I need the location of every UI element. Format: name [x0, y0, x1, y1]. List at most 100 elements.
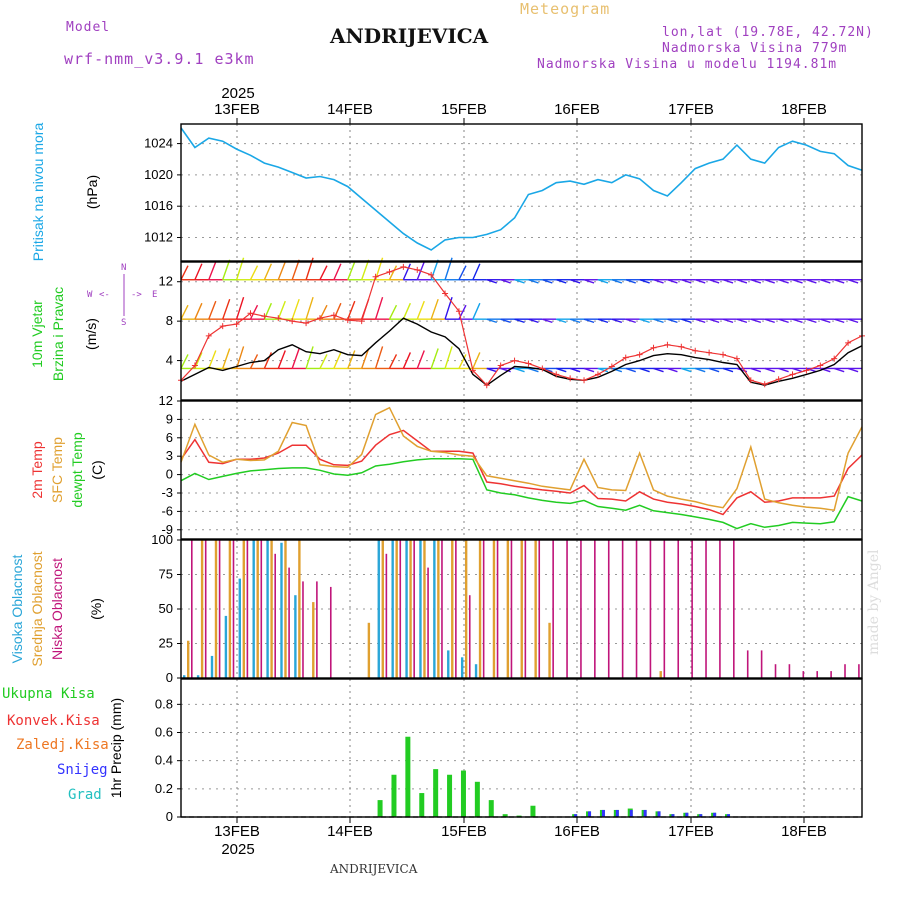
cloud-high-bar — [210, 655, 214, 678]
precip-legend-item: Zaledj.Kisa — [16, 737, 109, 753]
chart-subtitle: Meteogram — [520, 0, 611, 18]
pressure-line — [180, 127, 863, 251]
cloud-high-bar — [280, 542, 283, 678]
wind-gust-marker — [553, 371, 560, 378]
y-tick-label: 100 — [151, 532, 173, 547]
cloud-high-bar — [419, 540, 422, 678]
cloud-mid-bar — [242, 540, 245, 678]
model-elevation: Nadmorska Visina u modelu 1194.81m — [537, 57, 838, 72]
day-label-bottom: 18FEB — [781, 823, 827, 840]
wind-gust-marker — [400, 263, 407, 270]
wind-barb — [208, 300, 217, 320]
year-label-bottom: 2025 — [221, 841, 254, 858]
day-label-bottom: 15FEB — [441, 823, 487, 840]
precip-snow-bar — [615, 809, 619, 817]
compass-north: N — [121, 263, 126, 273]
wind-barb — [291, 298, 300, 320]
cloud-low-bar — [705, 540, 707, 678]
cloud-high-bar — [391, 540, 394, 678]
panel-frame-temperature — [180, 400, 863, 540]
cloud-low-bar — [274, 553, 276, 678]
precip-snow-bar — [699, 814, 703, 817]
precip-snow-bar — [643, 809, 647, 817]
wind-barb — [319, 354, 328, 369]
wind-gust-marker — [845, 339, 852, 346]
wind-barb — [305, 346, 314, 369]
cloud-high-bar — [183, 675, 186, 678]
precip-snow-bar — [588, 811, 592, 817]
wind-gust-marker — [678, 343, 685, 350]
cloud-low-bar — [468, 595, 471, 678]
panel-frame-pressure — [180, 123, 863, 262]
wind-barb — [388, 265, 398, 281]
cloud-low-bar — [677, 540, 680, 678]
wind-gust-marker — [330, 312, 337, 319]
cloud-low-bar — [385, 553, 388, 678]
cloud-mid-bar — [506, 540, 510, 678]
wind-gust-marker — [775, 376, 782, 383]
precip-total-bar — [405, 736, 411, 817]
wind-barb — [222, 348, 231, 369]
day-label-top: 15FEB — [441, 101, 487, 118]
precip-total-bar — [474, 781, 480, 817]
cloud-low-bar — [246, 540, 249, 678]
wind-gust-marker — [386, 268, 393, 275]
cloud-mid-bar — [298, 540, 301, 678]
y-tick-label: 8 — [166, 313, 173, 328]
cloud-low-bar — [510, 540, 513, 678]
panel-frame-wind — [180, 261, 863, 401]
cloud-mid-bar — [312, 602, 315, 678]
temp-ylabel-dew: dewpt Temp — [69, 432, 85, 507]
y-tick-label: 1016 — [144, 198, 173, 213]
wind-barb — [263, 263, 273, 281]
wind-gust-marker — [594, 371, 601, 378]
cloud-mid-bar — [381, 540, 384, 678]
wind-barb — [458, 354, 467, 369]
cloud-low-bar — [329, 586, 332, 678]
wind-gust-marker — [303, 320, 310, 327]
cloud-ylabel-high: Visoka Oblacnost — [9, 555, 25, 664]
y-tick-label: -9 — [161, 522, 173, 537]
wind-gust-marker — [414, 266, 421, 273]
cloud-mid-bar — [270, 540, 273, 678]
cloud-mid-bar — [284, 540, 287, 678]
wind-barb — [249, 265, 259, 281]
chart-title: ANDRIJEVICA — [330, 24, 489, 48]
day-label-bottom: 14FEB — [327, 823, 373, 840]
dewpoint-line — [180, 457, 863, 530]
wind-barb — [430, 348, 439, 369]
cloud-low-bar — [844, 664, 846, 678]
precip-legend-item: Ukupna Kisa — [2, 686, 95, 702]
wind-barb — [194, 302, 203, 320]
cloud-mid-bar — [520, 540, 523, 678]
cloud-low-bar — [288, 567, 290, 678]
wind-gust-marker — [650, 344, 657, 351]
wind-barb — [374, 296, 384, 320]
compass-south: S — [121, 318, 126, 328]
wind-barb — [291, 259, 300, 280]
precip-snow-bar — [685, 812, 689, 817]
cloud-mid-bar — [478, 540, 482, 678]
y-tick-label: 0 — [166, 809, 173, 824]
wind-gust-marker — [581, 377, 588, 384]
cloud-high-bar — [433, 540, 436, 678]
cloud-low-bar — [441, 540, 443, 678]
cloud-high-bar — [460, 657, 464, 678]
cloud-mid-bar — [395, 540, 398, 678]
precip-total-bar — [530, 805, 536, 817]
cloud-mid-bar — [534, 540, 537, 678]
cloud-low-bar — [607, 540, 610, 678]
cloud-low-bar — [816, 671, 819, 678]
cloud-high-bar — [266, 540, 269, 678]
wind-gust-marker — [608, 363, 615, 370]
wind-gust-marker — [706, 349, 713, 356]
wind-gust-marker — [469, 367, 476, 374]
cloud-low-bar — [719, 540, 721, 678]
cloud-low-bar — [552, 540, 554, 678]
wind-barb — [305, 296, 314, 320]
cloud-low-bar — [788, 664, 791, 678]
wind-barb — [472, 263, 481, 281]
wind-barb — [319, 265, 328, 281]
wind-gust-marker — [483, 382, 490, 389]
